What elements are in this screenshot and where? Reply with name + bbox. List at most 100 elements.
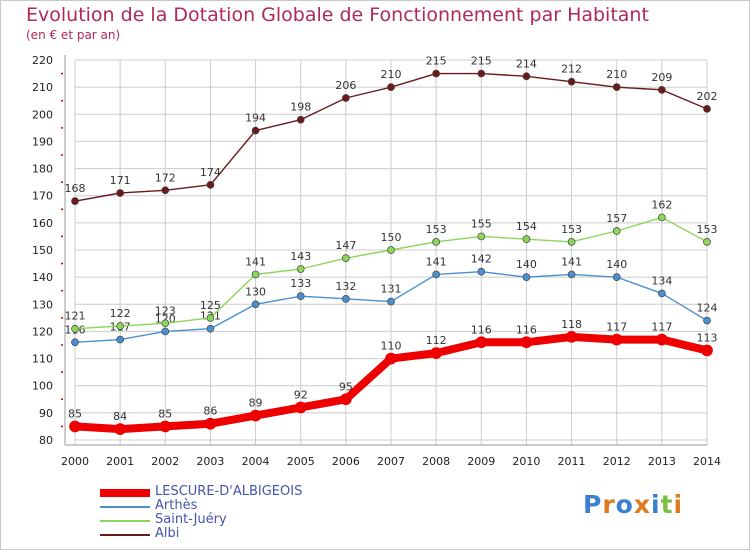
x-tick-label: 2006 (332, 455, 360, 468)
x-tick-label: 2013 (648, 455, 676, 468)
data-label-saint-ju-ry: 155 (471, 217, 492, 230)
data-point-lescure-d-albigeois (656, 333, 668, 346)
data-point-lescure-d-albigeois (114, 423, 126, 435)
data-point-saint-ju-ry (71, 324, 79, 333)
data-point-saint-ju-ry (522, 235, 531, 243)
legend-label: LESCURE-D'ALBIGEOIS (155, 484, 303, 499)
data-point-saint-ju-ry (296, 265, 305, 273)
x-tick-label: 2012 (603, 455, 631, 468)
data-label-arth-s: 142 (471, 253, 492, 266)
data-label-arth-s: 141 (426, 255, 447, 268)
y-tick-label: 190 (32, 135, 53, 148)
data-label-albi: 209 (651, 71, 672, 84)
data-label-arth-s: 131 (381, 283, 402, 296)
data-label-lescure-d-albigeois: 85 (158, 407, 172, 420)
data-label-arth-s: 141 (561, 255, 582, 268)
data-label-lescure-d-albigeois: 86 (203, 405, 217, 418)
data-label-saint-ju-ry: 150 (381, 231, 402, 244)
data-point-albi (296, 115, 305, 124)
y-tick-label: 200 (32, 108, 53, 121)
data-point-lescure-d-albigeois (430, 347, 442, 359)
data-label-lescure-d-albigeois: 95 (339, 380, 353, 393)
data-point-lescure-d-albigeois (249, 409, 262, 422)
data-label-saint-ju-ry: 121 (65, 310, 86, 323)
data-point-albi (432, 69, 440, 78)
data-point-albi (161, 186, 170, 195)
data-point-arth-s (432, 270, 440, 279)
data-label-albi: 171 (110, 174, 131, 187)
legend-swatch (100, 534, 150, 536)
data-point-lescure-d-albigeois (340, 393, 352, 406)
data-point-lescure-d-albigeois (475, 336, 488, 349)
data-label-lescure-d-albigeois: 117 (606, 321, 627, 334)
data-point-albi (206, 181, 215, 189)
data-point-albi (387, 83, 395, 91)
data-label-saint-ju-ry: 153 (426, 223, 447, 236)
data-label-lescure-d-albigeois: 110 (381, 340, 402, 353)
data-point-albi (658, 86, 666, 94)
data-point-albi (342, 94, 350, 102)
data-label-saint-ju-ry: 125 (200, 299, 221, 312)
data-label-saint-ju-ry: 122 (110, 307, 131, 320)
data-point-lescure-d-albigeois (69, 420, 81, 433)
data-label-arth-s: 140 (606, 258, 627, 271)
data-point-lescure-d-albigeois (385, 352, 397, 365)
logo-letter: P (583, 490, 603, 519)
y-tick-label: 90 (39, 407, 53, 420)
y-tick-label: 210 (32, 81, 53, 94)
data-label-saint-ju-ry: 123 (155, 304, 176, 317)
data-label-saint-ju-ry: 154 (516, 220, 537, 233)
data-point-arth-s (296, 292, 305, 300)
x-tick-label: 2008 (422, 455, 450, 468)
x-tick-label: 2004 (242, 455, 270, 468)
data-label-albi: 206 (335, 79, 356, 92)
data-point-arth-s (251, 300, 260, 309)
data-point-arth-s (71, 338, 79, 347)
y-tick-label: 220 (32, 54, 53, 67)
data-label-arth-s: 140 (516, 258, 537, 271)
data-label-lescure-d-albigeois: 116 (471, 323, 492, 336)
data-label-albi: 168 (65, 182, 86, 195)
data-label-albi: 214 (516, 57, 537, 70)
data-label-lescure-d-albigeois: 118 (561, 318, 582, 331)
chart-title: Evolution de la Dotation Globale de Fonc… (26, 4, 649, 26)
data-point-arth-s (161, 327, 170, 336)
data-point-albi (251, 126, 260, 135)
legend-swatch (100, 506, 150, 508)
data-point-arth-s (477, 267, 486, 276)
y-tick-label: 110 (32, 353, 53, 366)
y-tick-label: 140 (32, 271, 53, 284)
data-label-lescure-d-albigeois: 92 (294, 388, 308, 401)
data-point-lescure-d-albigeois (520, 336, 533, 349)
data-label-lescure-d-albigeois: 117 (651, 321, 672, 334)
x-tick-label: 2005 (287, 455, 315, 468)
data-point-arth-s (658, 289, 666, 298)
data-point-albi (703, 105, 711, 113)
data-label-saint-ju-ry: 147 (335, 239, 356, 252)
data-label-arth-s: 130 (245, 285, 266, 298)
legend-label: Saint-Juéry (155, 512, 227, 527)
data-label-lescure-d-albigeois: 84 (113, 410, 127, 423)
logo-letter: t (660, 490, 674, 519)
logo-letter: i (673, 490, 684, 519)
data-point-saint-ju-ry (342, 254, 350, 262)
y-tick-label: 80 (39, 434, 53, 447)
logo-letter: i (651, 490, 661, 519)
data-point-lescure-d-albigeois (701, 344, 713, 357)
data-point-arth-s (116, 335, 124, 344)
data-point-arth-s (522, 273, 531, 281)
data-point-albi (522, 72, 531, 81)
data-label-lescure-d-albigeois: 113 (697, 331, 718, 344)
data-point-saint-ju-ry (658, 213, 666, 222)
data-label-saint-ju-ry: 153 (561, 223, 582, 236)
data-point-saint-ju-ry (432, 238, 440, 246)
legend-swatch (100, 520, 150, 522)
data-point-saint-ju-ry (206, 314, 215, 322)
data-point-arth-s (612, 273, 621, 281)
x-tick-label: 2010 (512, 455, 540, 468)
y-tick-label: 120 (32, 325, 53, 338)
data-point-saint-ju-ry (703, 238, 711, 246)
data-label-albi: 212 (561, 63, 582, 76)
data-point-arth-s (342, 295, 350, 303)
